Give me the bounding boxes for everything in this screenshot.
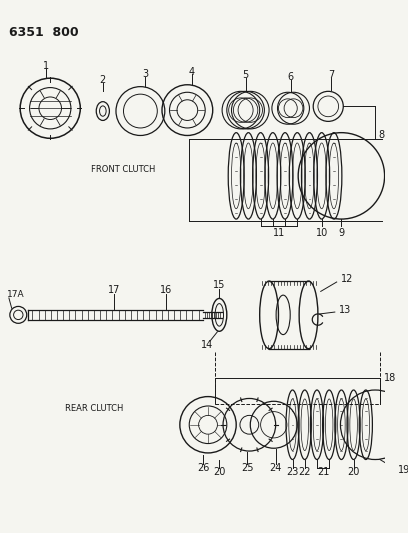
Text: 1: 1 <box>42 61 49 71</box>
Text: 14: 14 <box>201 340 213 350</box>
Text: 13: 13 <box>339 305 351 315</box>
Text: 16: 16 <box>160 286 172 295</box>
Text: REAR CLUTCH: REAR CLUTCH <box>65 405 124 413</box>
Text: 11: 11 <box>273 228 285 238</box>
Text: 26: 26 <box>197 463 210 473</box>
Text: 8: 8 <box>378 131 384 141</box>
Text: 23: 23 <box>286 467 299 477</box>
Text: 3: 3 <box>142 69 148 79</box>
Text: 12: 12 <box>340 274 353 284</box>
Text: 20: 20 <box>348 467 360 477</box>
Text: 2: 2 <box>100 75 106 85</box>
Text: 21: 21 <box>317 467 329 477</box>
Text: 22: 22 <box>299 467 311 477</box>
Text: 17: 17 <box>108 286 120 295</box>
Text: 20: 20 <box>213 467 226 477</box>
Text: 6: 6 <box>288 72 294 82</box>
Text: 24: 24 <box>269 463 282 473</box>
Text: 19: 19 <box>398 465 408 475</box>
Text: 4: 4 <box>189 67 195 77</box>
Text: 5: 5 <box>242 70 249 80</box>
Text: 7: 7 <box>328 70 334 80</box>
Text: 15: 15 <box>213 280 226 290</box>
Text: 18: 18 <box>384 373 396 383</box>
Text: FRONT CLUTCH: FRONT CLUTCH <box>91 165 155 174</box>
Text: 6351  800: 6351 800 <box>9 26 78 38</box>
Text: 17A: 17A <box>7 290 24 298</box>
Text: 25: 25 <box>241 463 254 473</box>
Text: 9: 9 <box>338 228 344 238</box>
Text: 10: 10 <box>315 228 328 238</box>
